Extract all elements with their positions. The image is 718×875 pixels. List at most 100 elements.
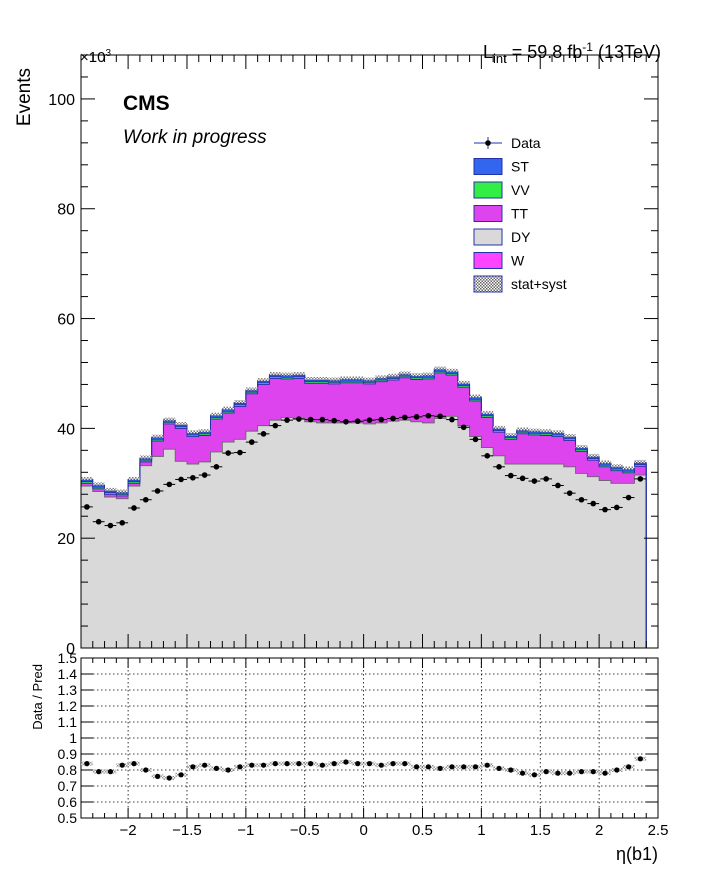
- x-tick-label: 0: [359, 822, 367, 839]
- ratio-point: [178, 772, 184, 778]
- x-tick-label: 0.5: [412, 822, 433, 839]
- ratio-y-axis-title: Data / Pred: [30, 664, 45, 730]
- stat-syst-band: [469, 394, 482, 398]
- ratio-y-tick-label: 1.3: [58, 682, 78, 698]
- data-point: [508, 472, 514, 479]
- legend-swatch-w: [473, 252, 503, 269]
- legend-label: TT: [511, 206, 529, 222]
- stat-syst-band: [351, 376, 364, 380]
- ratio-point: [390, 761, 396, 767]
- ratio-point: [472, 764, 479, 770]
- data-point: [531, 478, 538, 484]
- x-tick-label: −0.5: [290, 822, 320, 839]
- ratio-point: [425, 764, 431, 770]
- data-point: [284, 417, 290, 423]
- stack-outline-st: [80, 369, 647, 648]
- stat-syst-band: [610, 464, 623, 468]
- ratio-point: [437, 765, 443, 772]
- stat-syst-band: [481, 411, 494, 415]
- legend-stat-syst-swatch: [473, 275, 503, 293]
- ratio-point: [449, 764, 455, 770]
- legend-swatch-dy: [473, 228, 503, 246]
- legend-swatch-tt: [473, 205, 503, 222]
- ratio-point: [260, 762, 267, 768]
- x-tick-label: −1.5: [172, 822, 202, 839]
- x-tick-label: 1.5: [530, 822, 551, 839]
- ratio-point: [555, 770, 561, 776]
- stat-syst-band: [139, 455, 152, 459]
- ratio-point: [107, 769, 114, 775]
- data-point: [296, 416, 302, 422]
- ratio-point: [154, 773, 161, 780]
- data-point: [437, 413, 443, 420]
- ratio-y-tick-label: 1.2: [58, 698, 78, 714]
- data-point: [272, 422, 279, 429]
- data-point: [131, 505, 137, 511]
- data-point: [637, 476, 644, 482]
- data-point: [166, 481, 173, 488]
- data-point: [449, 416, 455, 423]
- stat-syst-band: [599, 460, 611, 464]
- y-tick-label: 40: [57, 421, 75, 438]
- ratio-y-tick-label: 0.7: [58, 778, 78, 794]
- legend-label: VV: [511, 182, 530, 198]
- y-tick-label: 100: [48, 92, 75, 109]
- ratio-point: [531, 772, 537, 778]
- legend-swatch-vv: [473, 181, 503, 199]
- data-point: [496, 464, 502, 470]
- data-point: [248, 439, 255, 445]
- legend-label: stat+syst: [511, 276, 567, 292]
- legend-data-marker: [485, 140, 491, 146]
- ratio-point: [143, 767, 149, 773]
- data-point: [260, 431, 267, 437]
- ratio-y-tick-label: 0.8: [58, 762, 78, 778]
- data-point: [119, 520, 126, 526]
- main-panel: 0 20 40 60 80 100: [48, 54, 659, 658]
- data-point: [237, 449, 243, 456]
- stack-dy: [81, 416, 647, 648]
- stat-syst-band: [587, 453, 600, 457]
- stack-outline-vv: [80, 370, 647, 648]
- stack-outline-tt: [80, 372, 647, 648]
- data-point: [425, 412, 432, 419]
- data-point: [390, 415, 396, 422]
- x-tick-label: 2: [595, 822, 603, 839]
- legend-label: W: [511, 253, 525, 269]
- ratio-frame: [80, 657, 659, 819]
- ratio-point: [496, 765, 502, 772]
- stat-syst-band: [328, 377, 341, 381]
- cms-extra-label: Work in progress: [123, 127, 267, 148]
- stat-syst-band: [234, 400, 246, 404]
- stat-syst-band: [304, 377, 317, 381]
- stat-syst-band: [340, 376, 352, 380]
- ratio-point: [84, 761, 90, 767]
- data-point: [378, 416, 385, 423]
- data-point: [625, 494, 632, 501]
- stat-syst-band: [410, 373, 423, 377]
- x-tick-label: 2.5: [648, 822, 669, 839]
- stat-syst-band: [104, 487, 117, 491]
- y-tick-label: 0: [66, 641, 75, 658]
- y-tick-label: 60: [57, 312, 75, 329]
- ratio-point: [237, 764, 243, 770]
- x-axis-title: η(b1): [616, 844, 658, 864]
- stat-syst-band: [493, 425, 505, 429]
- ratio-point: [484, 762, 490, 768]
- stat-syst-band: [222, 406, 235, 410]
- data-point: [460, 424, 467, 431]
- data-point: [95, 518, 102, 525]
- ratio-point: [508, 767, 514, 773]
- stat-syst-band: [151, 434, 164, 438]
- ratio-point: [614, 767, 620, 773]
- ratio-point: [272, 761, 278, 767]
- data-point: [225, 450, 231, 456]
- ratio-point: [343, 759, 349, 765]
- y-tick-label: 80: [57, 202, 75, 219]
- ratio-point: [461, 764, 467, 770]
- data-point: [366, 417, 373, 423]
- stat-syst-band: [540, 429, 553, 433]
- stat-syst-band: [163, 417, 176, 421]
- data-point: [484, 453, 491, 459]
- stat-syst-band: [387, 373, 399, 377]
